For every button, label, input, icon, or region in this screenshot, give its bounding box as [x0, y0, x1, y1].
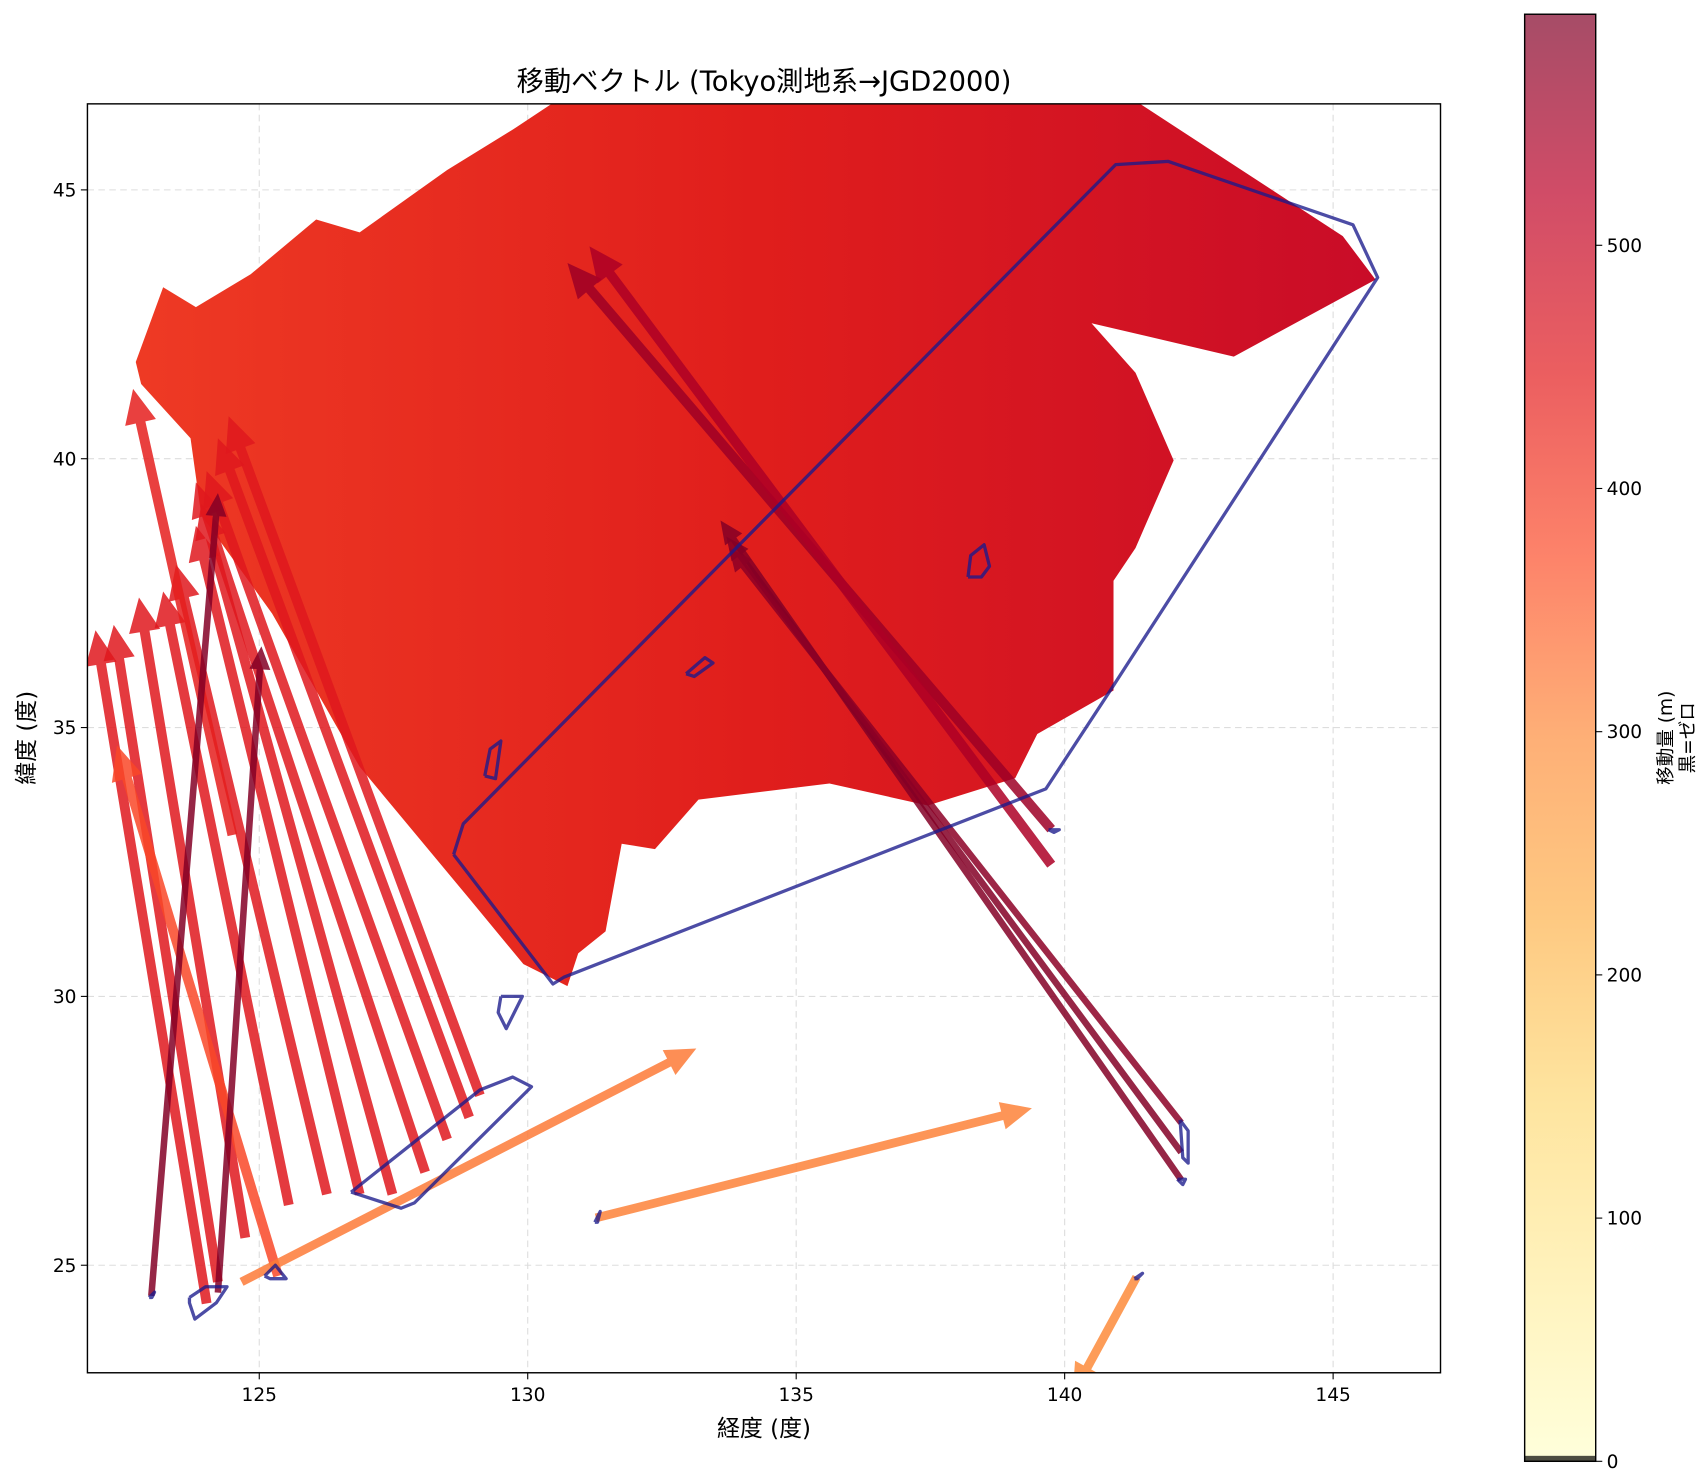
vector-arrow [148, 493, 227, 1297]
hull-outline [685, 656, 715, 679]
x-axis-label: 経度 (度) [717, 1416, 811, 1442]
vector-arrow [1074, 1274, 1141, 1373]
x-tick-label: 130 [510, 1385, 545, 1406]
colorbar-zero-band [1524, 1455, 1596, 1462]
vector-arrow [239, 1048, 697, 1286]
vector-arrow [111, 745, 283, 1278]
y-tick-label: 30 [53, 987, 77, 1008]
hull-outline [1133, 1271, 1145, 1281]
colorbar-tick-label: 0 [1607, 1452, 1619, 1473]
hull-outline [1047, 828, 1061, 835]
colorbar-tick-label: 200 [1607, 965, 1642, 986]
vector-arrow [188, 525, 365, 1196]
y-tick-label: 35 [53, 718, 77, 739]
vector-arrow [191, 482, 430, 1174]
vector-arrow [215, 438, 474, 1120]
axes-frame [86, 103, 1442, 1374]
colorbar-tick-label: 500 [1607, 236, 1642, 257]
y-axis-label: 緯度 (度) [14, 691, 40, 785]
colorbar-label-line2: 黒=ゼロ [1678, 702, 1699, 773]
vector-arrow [103, 624, 223, 1283]
plot-content [87, 104, 1380, 1373]
hull-outline [593, 1209, 602, 1224]
hull-outline [350, 1075, 534, 1210]
colorbar-label-line1: 移動量 (m) [1656, 691, 1677, 785]
hull-outline [148, 1290, 157, 1300]
dense-vector-field [135, 104, 1376, 987]
hull-outline [483, 739, 503, 781]
vector-arrow [589, 246, 1056, 868]
vector-arrow [195, 503, 398, 1196]
vector-arrow [125, 388, 238, 837]
y-tick-label: 25 [53, 1256, 77, 1277]
hull-outline [187, 1285, 229, 1321]
vector-arrow [214, 646, 271, 1293]
x-tick-label: 140 [1047, 1385, 1082, 1406]
y-tick-label: 45 [53, 180, 77, 201]
hull-outline [1176, 1177, 1188, 1187]
colorbar-ticks: 0 100 200 300 400 500 [1595, 236, 1642, 1473]
vector-arrow [154, 591, 294, 1207]
hull-outline [966, 543, 992, 579]
vector-arrow [87, 630, 212, 1305]
x-tick-label: 145 [1315, 1385, 1350, 1406]
colorbar-frame [1523, 13, 1597, 1463]
colorbar: 0 100 200 300 400 500 移動量 (m) 黒=ゼロ [1523, 13, 1699, 1473]
axis-ticks: 125 130 135 140 145 25 30 35 40 45 [53, 180, 1351, 1406]
x-tick-label: 125 [242, 1385, 277, 1406]
hull-outline [263, 1263, 288, 1281]
hull-outline [496, 994, 524, 1031]
vector-arrow [729, 547, 1184, 1125]
chart-title: 移動ベクトル (Tokyo測地系→JGD2000) [517, 67, 1012, 98]
colorbar-tick-label: 400 [1607, 479, 1642, 500]
colorbar-fill [1524, 14, 1596, 1462]
colorbar-tick-label: 300 [1607, 722, 1642, 743]
vector-arrow [594, 1102, 1032, 1223]
colorbar-tick-label: 100 [1607, 1209, 1642, 1230]
vector-arrow [203, 471, 452, 1142]
x-tick-label: 135 [778, 1385, 813, 1406]
y-tick-label: 40 [53, 449, 77, 470]
hull-outline [1178, 1119, 1190, 1165]
hull-outline [452, 159, 1380, 986]
vector-arrow [225, 416, 485, 1098]
